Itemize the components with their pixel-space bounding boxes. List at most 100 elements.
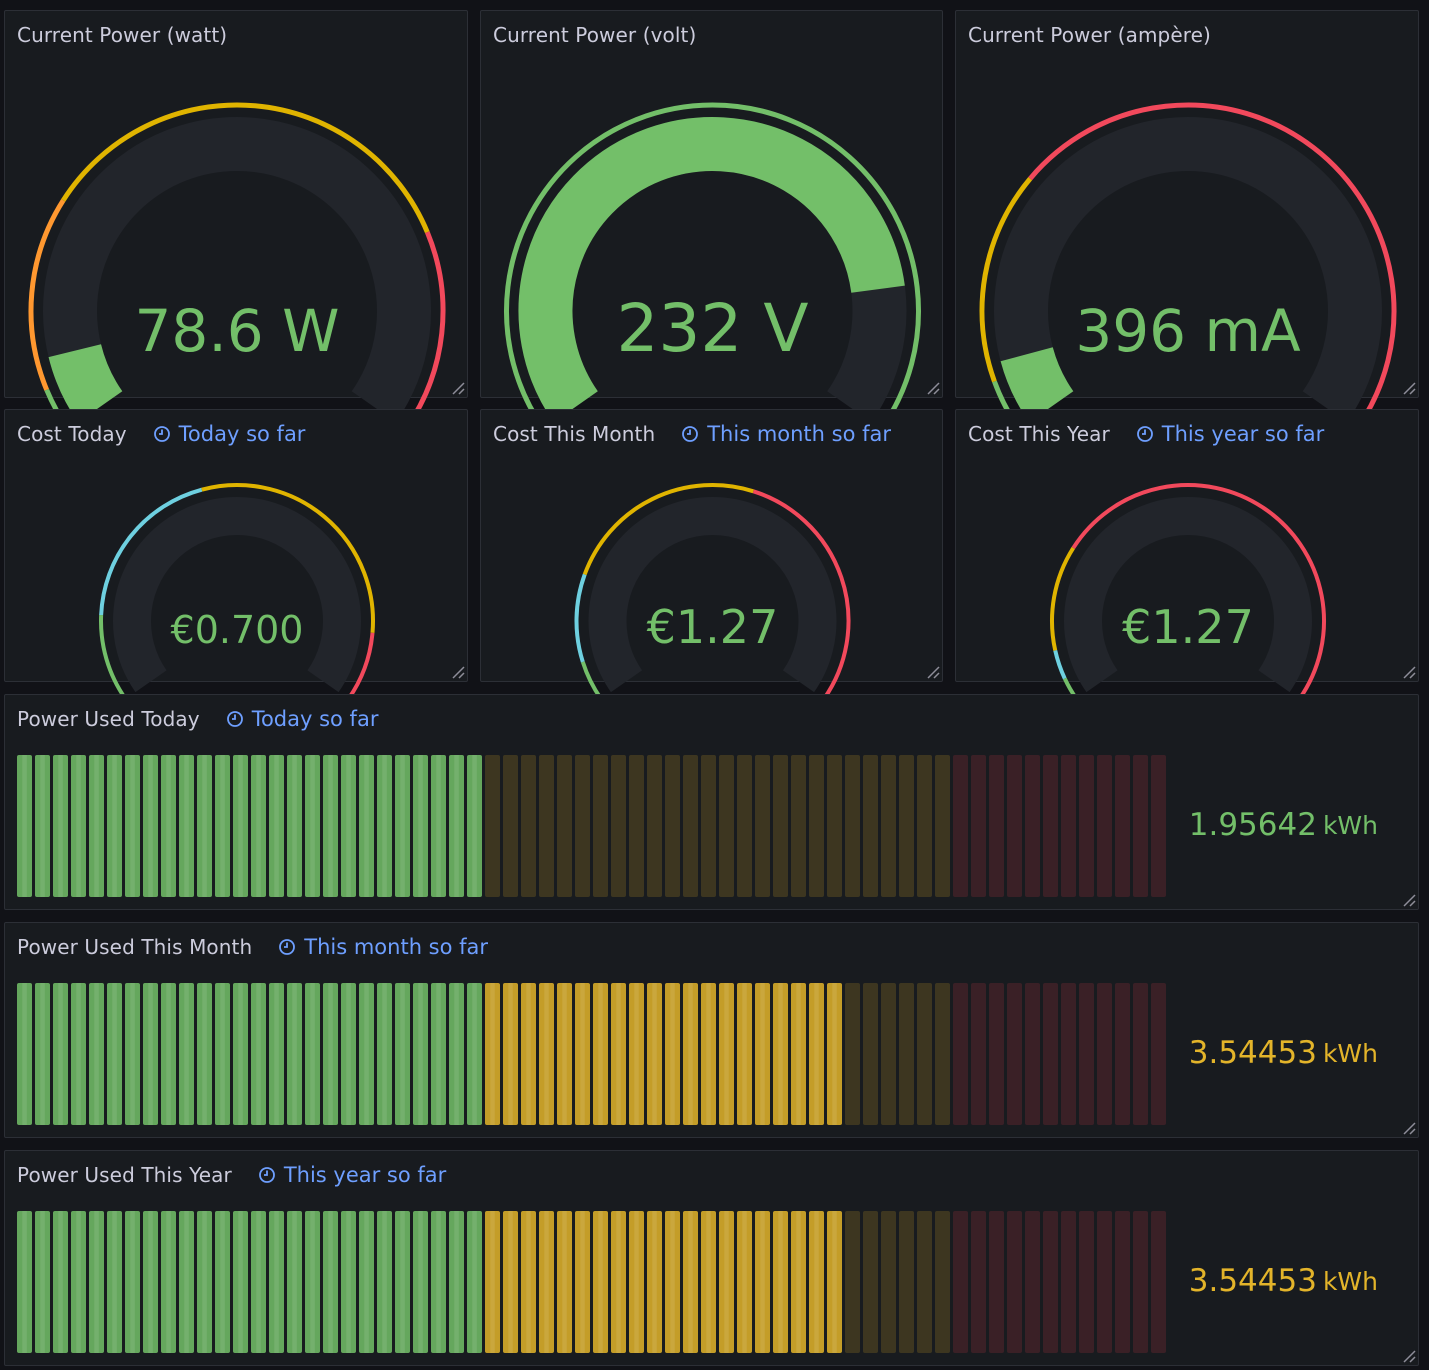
resize-handle-icon[interactable] xyxy=(1400,1119,1416,1135)
bar-cell xyxy=(485,755,500,897)
panel-header[interactable]: Cost Today Today so far xyxy=(17,422,305,446)
time-info-link[interactable]: Today so far xyxy=(153,422,305,446)
bar-cell xyxy=(593,1211,608,1353)
time-info-link[interactable]: This year so far xyxy=(1136,422,1324,446)
bar-cell xyxy=(935,755,950,897)
bar-cell xyxy=(683,755,698,897)
bar-gauge-value: 1.95642 kWh xyxy=(1189,755,1378,895)
bar-cell-highlight xyxy=(274,1211,279,1353)
gauge-value-text: €1.27 xyxy=(1122,600,1254,654)
resize-handle-icon[interactable] xyxy=(449,379,465,395)
panel-current-power-volt[interactable]: Current Power (volt) 232 V xyxy=(480,10,943,431)
resize-handle-icon[interactable] xyxy=(924,379,940,395)
bar-cell-highlight xyxy=(544,1211,549,1353)
bar-gauge-value: 3.54453 kWh xyxy=(1189,1211,1378,1351)
threshold-arc xyxy=(504,102,921,431)
resize-handle-icon[interactable] xyxy=(1400,379,1416,395)
bar-cell xyxy=(35,1211,50,1353)
bar-cell xyxy=(161,983,176,1125)
time-info-label: This month so far xyxy=(707,422,892,446)
bar-cell-highlight xyxy=(202,755,207,897)
bar-cell-highlight xyxy=(580,1211,585,1353)
bar-cell xyxy=(935,1211,950,1353)
bar-cell-highlight xyxy=(58,755,63,897)
clock-icon xyxy=(226,711,243,727)
bar-cell-highlight xyxy=(562,1211,567,1353)
panel-title: Current Power (volt) xyxy=(493,23,697,47)
resize-handle-icon[interactable] xyxy=(924,663,940,679)
resize-handle-icon[interactable] xyxy=(449,663,465,679)
bar-cell-highlight xyxy=(454,983,459,1125)
bar-cell xyxy=(557,755,572,897)
bar-cell xyxy=(359,983,374,1125)
bar-cell-highlight xyxy=(148,755,153,897)
panel-header[interactable]: Power Used This Year This year so far xyxy=(17,1163,446,1187)
time-info-link[interactable]: Today so far xyxy=(226,707,378,731)
panel-header[interactable]: Current Power (ampère) xyxy=(968,23,1211,47)
panel-power-used-this-month[interactable]: Power Used This Month This month so far … xyxy=(4,922,1419,1138)
gauge-value-arc xyxy=(518,117,905,423)
bar-cell xyxy=(827,755,842,897)
panel-cost-today[interactable]: Cost Today Today so far €0.700 xyxy=(4,409,468,701)
panel-cost-this-year[interactable]: Cost This Year This year so far €1.27 xyxy=(955,409,1419,701)
gauge-value-text: 232 V xyxy=(616,290,808,367)
bar-cell-highlight xyxy=(274,755,279,897)
gauge-value-text: 396 mA xyxy=(1075,297,1301,365)
panel-power-used-today[interactable]: Power Used Today Today so far 1.95642 kW… xyxy=(4,694,1419,910)
bar-cell xyxy=(809,983,824,1125)
bar-cell xyxy=(989,983,1004,1125)
bar-cell xyxy=(197,755,212,897)
bar-cell xyxy=(1061,1211,1076,1353)
bar-cell xyxy=(593,755,608,897)
resize-handle-icon[interactable] xyxy=(1400,891,1416,907)
panel-title: Current Power (ampère) xyxy=(968,23,1211,47)
time-info-link[interactable]: This month so far xyxy=(278,935,488,959)
panel-header[interactable]: Current Power (watt) xyxy=(17,23,227,47)
bar-cell-highlight xyxy=(382,1211,387,1353)
bar-cell xyxy=(863,983,878,1125)
panel-current-power-watt[interactable]: Current Power (watt) 78.6 W xyxy=(4,10,468,431)
gauge-track xyxy=(1064,497,1312,693)
bar-cell-highlight xyxy=(832,1211,837,1353)
bar-cell-highlight xyxy=(778,1211,783,1353)
time-info-link[interactable]: This year so far xyxy=(258,1163,446,1187)
clock-icon xyxy=(279,939,296,955)
bar-cell-highlight xyxy=(256,1211,261,1353)
resize-handle-icon[interactable] xyxy=(1400,663,1416,679)
time-info-link[interactable]: This month so far xyxy=(681,422,891,446)
bar-cell xyxy=(251,1211,266,1353)
bar-cell-highlight xyxy=(238,1211,243,1353)
resize-handle-icon[interactable] xyxy=(1400,1347,1416,1363)
panel-current-power-ampere[interactable]: Current Power (ampère) 396 mA xyxy=(955,10,1419,431)
bar-cell xyxy=(1133,1211,1148,1353)
panel-cost-this-month[interactable]: Cost This Month This month so far €1.27 xyxy=(480,409,943,701)
bar-cell xyxy=(269,755,284,897)
panel-header[interactable]: Power Used This Month This month so far xyxy=(17,935,488,959)
panel-header[interactable]: Cost This Month This month so far xyxy=(493,422,891,446)
bar-cell xyxy=(665,983,680,1125)
bar-cell xyxy=(917,983,932,1125)
bar-cell xyxy=(233,755,248,897)
panel-header[interactable]: Current Power (volt) xyxy=(493,23,696,47)
panel-title: Cost Today xyxy=(17,422,127,446)
panel-power-used-this-year[interactable]: Power Used This Year This year so far 3.… xyxy=(4,1150,1419,1366)
bar-cell-highlight xyxy=(94,1211,99,1353)
panel-header[interactable]: Power Used Today Today so far xyxy=(17,707,378,731)
bar-cell xyxy=(1079,755,1094,897)
bar-cell-highlight xyxy=(202,1211,207,1353)
bar-cell-highlight xyxy=(598,1211,603,1353)
bar-cell xyxy=(575,983,590,1125)
bar-cell xyxy=(71,983,86,1125)
bar-cell xyxy=(107,755,122,897)
time-info-label: This month so far xyxy=(304,935,489,959)
panel-header[interactable]: Cost This Year This year so far xyxy=(968,422,1324,446)
bar-cell xyxy=(791,983,806,1125)
bar-cell xyxy=(683,1211,698,1353)
bar-cell-highlight xyxy=(256,983,261,1125)
bar-cell xyxy=(197,983,212,1125)
bar-cell-highlight xyxy=(634,1211,639,1353)
bar-cell xyxy=(395,983,410,1125)
bar-cell-highlight xyxy=(22,983,27,1125)
bar-cell-highlight xyxy=(148,1211,153,1353)
threshold-arc xyxy=(99,614,128,701)
